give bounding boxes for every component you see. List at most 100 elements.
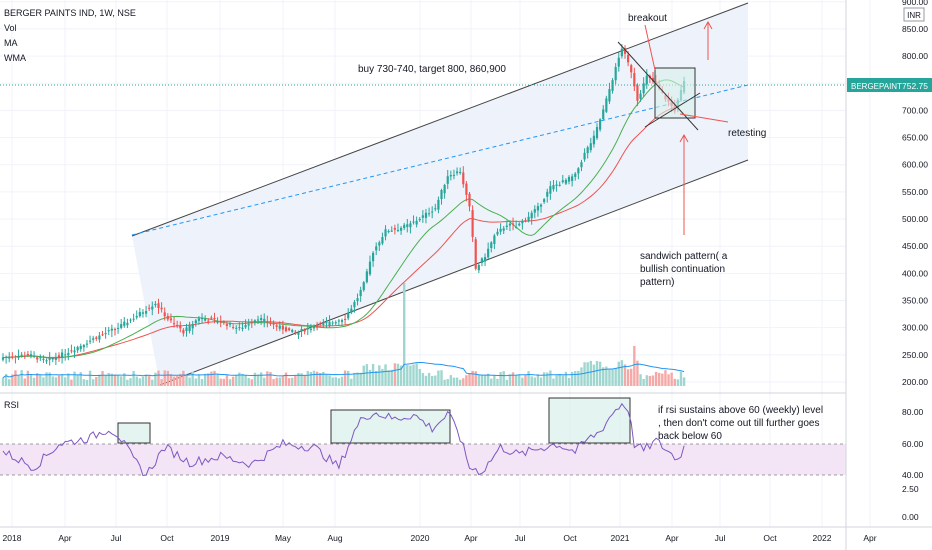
candle-body — [113, 329, 117, 331]
candle-body — [595, 127, 599, 139]
volume-bar — [8, 379, 11, 386]
volume-bar — [533, 377, 537, 386]
volume-bar — [123, 373, 126, 386]
candle-body — [216, 321, 219, 323]
candle-body — [319, 323, 322, 325]
candle-body — [580, 162, 583, 168]
volume-bar — [502, 371, 505, 386]
volume-bar — [623, 364, 627, 386]
time-axis[interactable]: 2018 Apr Jul Oct 2019 May Aug 2020 Apr Jul Oct 2021… — [3, 533, 877, 543]
volume-bar — [79, 372, 82, 386]
volume-bar — [440, 370, 443, 386]
candle-body — [449, 175, 452, 177]
candle-body — [281, 325, 284, 330]
volume-bar — [508, 374, 512, 386]
candle-body — [356, 298, 359, 302]
candle-body — [521, 221, 524, 224]
volume-bar — [654, 371, 658, 386]
volume-bar — [331, 377, 334, 386]
candle-body — [418, 218, 421, 221]
price-tick-label: 700.00 — [902, 105, 928, 115]
volume-bar — [57, 375, 61, 386]
candle-body — [368, 261, 372, 275]
volume-bar — [300, 373, 303, 386]
consolidation-box[interactable] — [654, 67, 696, 119]
volume-bar — [390, 369, 393, 386]
candle-body — [129, 319, 132, 321]
candle-body — [340, 320, 344, 322]
candle-body — [1, 357, 5, 360]
candle-body — [322, 323, 325, 325]
candle-body — [468, 193, 471, 207]
volume-bar — [443, 379, 446, 386]
volume-bar — [496, 378, 499, 386]
volume-bar — [144, 374, 148, 386]
price-tag[interactable] — [847, 78, 932, 92]
sandwich-note-line3: pattern) — [640, 277, 674, 288]
volume-bar — [129, 378, 132, 386]
candle-body — [185, 327, 188, 331]
candle-body — [446, 176, 449, 184]
rsi-axis[interactable]: 80.00 60.00 40.00 2.50 0.00 — [902, 407, 924, 522]
volume-bar — [39, 375, 42, 386]
candle-body — [294, 331, 297, 333]
candle-body — [471, 210, 474, 237]
volume-ma-line — [2, 362, 685, 379]
volume-bar — [362, 365, 365, 386]
candle-body — [95, 337, 98, 339]
candle-body — [14, 356, 17, 358]
rsi-tick-label: 0.00 — [902, 512, 919, 522]
candle-body — [303, 330, 306, 332]
time-tick-label: Jul — [111, 533, 122, 543]
volume-bar — [580, 367, 583, 386]
volume-bar — [67, 373, 70, 386]
price-tick-label: 450.00 — [902, 241, 928, 251]
price-axis[interactable]: 900.00850.00800.00750.00700.00650.00600.… — [902, 0, 928, 387]
candle-body — [182, 329, 185, 334]
candle-body — [459, 171, 462, 173]
candle-body — [490, 242, 493, 249]
candle-body — [334, 322, 337, 324]
candle-body — [241, 327, 244, 329]
rsi-tick-label: 2.50 — [902, 484, 919, 494]
rsi-box-3 — [548, 397, 631, 444]
candle-body — [179, 325, 182, 329]
candle-body — [474, 239, 477, 269]
candle-body — [437, 199, 440, 210]
volume-bar — [141, 376, 145, 386]
indicator-vol: Vol — [4, 23, 17, 33]
volume-bar — [32, 377, 36, 386]
volume-bar — [434, 375, 437, 386]
price-tick-label: 900.00 — [902, 0, 928, 7]
candle-body — [222, 321, 225, 323]
volume-bar — [664, 370, 667, 386]
volume-bar — [98, 374, 101, 386]
volume-bar — [458, 379, 462, 386]
volume-bar — [23, 378, 26, 386]
volume-bar — [499, 372, 502, 386]
volume-bar — [396, 363, 400, 386]
currency-badge[interactable] — [903, 7, 925, 22]
volume-bar — [378, 365, 381, 386]
time-tick-label: May — [275, 533, 292, 543]
candle-body — [359, 289, 362, 297]
volume-bar — [524, 374, 527, 386]
volume-bar — [393, 363, 397, 386]
volume-bar — [266, 371, 269, 386]
candle-body — [536, 206, 540, 211]
channel-midline — [131, 84, 749, 236]
volume-bar — [235, 375, 238, 386]
volume-bar — [682, 377, 686, 386]
volume-bar — [166, 370, 170, 386]
candle-body — [630, 65, 633, 73]
candle-body — [421, 215, 424, 218]
volume-bar — [564, 371, 568, 386]
volume-bars — [1, 283, 686, 386]
candle-body — [73, 350, 76, 353]
candle-body — [427, 213, 431, 215]
candle-body — [297, 331, 300, 335]
volume-bar — [586, 362, 589, 386]
volume-bar — [70, 379, 73, 386]
price-tick-label: 300.00 — [902, 323, 928, 333]
